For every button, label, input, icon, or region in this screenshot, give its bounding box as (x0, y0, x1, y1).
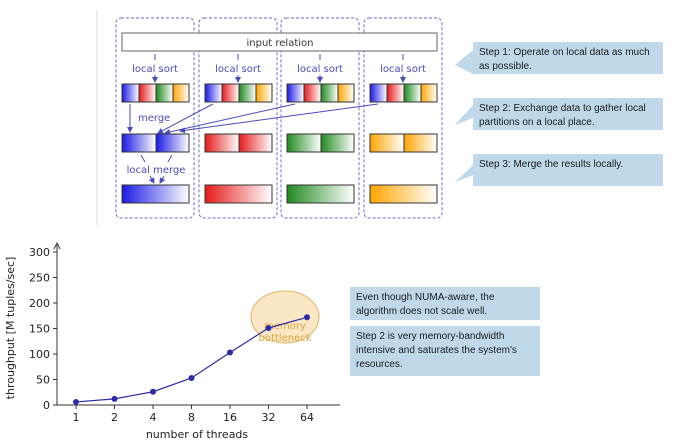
socket-frame-1 (115, 17, 195, 219)
merged-row (121, 184, 438, 204)
y-ticks: 0 50 100 150 200 250 300 (29, 246, 57, 412)
local-merge-arrows (140, 154, 173, 184)
y-tick-label-0: 0 (43, 399, 50, 412)
data-point-16 (227, 349, 233, 356)
gathered-row (121, 133, 438, 153)
callout-step1: Step 1: Operate on local data as much as… (473, 42, 663, 74)
input-relation-box (121, 32, 438, 52)
sorted-run-4 (369, 83, 438, 103)
x-ticks: 1 2 4 8 16 32 64 (73, 405, 314, 424)
y-axis-arrowhead (53, 241, 61, 250)
data-point-8 (188, 374, 195, 381)
merged-blue (121, 184, 190, 204)
callout-pointers (455, 50, 473, 182)
x-tick-label-5: 32 (262, 411, 276, 424)
exchange-arrows (127, 103, 379, 135)
x-tick-label-0: 1 (73, 411, 80, 424)
socket-frame-3 (280, 17, 360, 219)
sorted-run-3 (286, 83, 355, 103)
data-point-2 (111, 395, 118, 402)
x-tick-label-6: 64 (300, 411, 314, 424)
local-sort-label-3: local sort (297, 64, 343, 75)
merged-orange (369, 184, 438, 204)
x-axis-label: number of threads (146, 428, 249, 441)
local-sort-label-4: local sort (380, 64, 426, 75)
x-tick-label-1: 2 (111, 411, 118, 424)
callout-step2: Step 2: Exchange data to gather local pa… (473, 98, 663, 130)
socket-frame-4 (363, 17, 443, 219)
y-tick-label-1: 50 (36, 374, 50, 387)
callout-scale: Even though NUMA-aware, the algorithm do… (350, 287, 540, 320)
sorted-run-1 (121, 83, 190, 103)
merged-green (286, 184, 355, 204)
data-point-64 (304, 314, 310, 321)
x-tick-label-3: 8 (188, 411, 195, 424)
data-point-4 (150, 388, 156, 395)
throughput-chart: memory bottleneck 0 50 100 150 200 250 300 1 2 4… (4, 241, 340, 441)
merge-label: merge (138, 113, 170, 124)
sorted-run-2 (204, 83, 273, 103)
y-tick-label-2: 100 (29, 348, 50, 361)
bottleneck-label-2: bottleneck (258, 333, 311, 344)
merged-red (204, 184, 273, 204)
sorted-runs-row (121, 83, 438, 103)
callout-bandwidth: Step 2 is very memory-bandwidth intensiv… (350, 326, 540, 376)
data-point-32 (265, 324, 272, 331)
local-merge-label: local merge (127, 165, 186, 176)
y-tick-label-4: 200 (29, 297, 50, 310)
data-points (73, 314, 310, 405)
y-tick-label-3: 150 (29, 323, 50, 336)
x-tick-label-4: 16 (223, 411, 237, 424)
gathered-blue (121, 133, 190, 153)
local-sort-label-2: local sort (215, 64, 261, 75)
input-relation-label: input relation (246, 38, 313, 49)
gathered-green (286, 133, 355, 153)
data-point-1 (73, 398, 79, 405)
y-tick-label-6: 300 (29, 246, 50, 259)
local-sort-labels: local sort local sort local sort local s… (132, 54, 426, 83)
callout-step3: Step 3: Merge the results locally. (473, 154, 663, 186)
y-tick-label-5: 250 (29, 272, 50, 285)
bottleneck-label-1: memory (264, 321, 306, 332)
gathered-orange (369, 133, 438, 153)
gathered-red (204, 133, 273, 153)
y-axis-label: throughput [M tuples/sec] (4, 257, 17, 400)
local-sort-label-1: local sort (132, 64, 178, 75)
x-tick-label-2: 4 (150, 411, 157, 424)
